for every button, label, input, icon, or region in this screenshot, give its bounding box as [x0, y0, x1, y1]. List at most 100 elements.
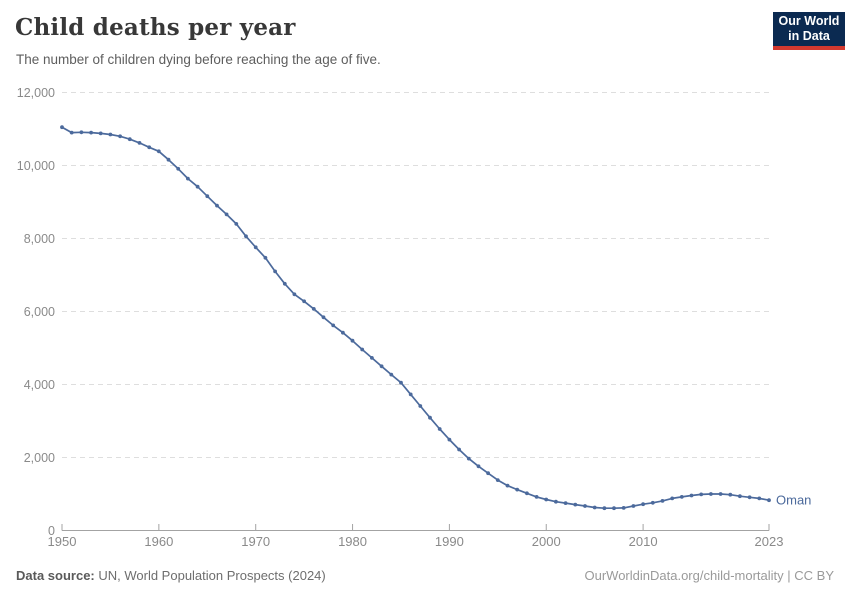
data-point[interactable]: [447, 437, 452, 442]
owid-logo-line1: Our World: [778, 14, 840, 28]
data-point[interactable]: [108, 132, 113, 137]
data-point[interactable]: [379, 364, 384, 369]
data-point[interactable]: [602, 506, 607, 511]
data-point[interactable]: [127, 137, 132, 142]
data-point[interactable]: [215, 203, 219, 208]
data-point[interactable]: [457, 447, 461, 452]
data-point[interactable]: [205, 194, 210, 199]
data-point[interactable]: [350, 338, 355, 343]
data-point[interactable]: [234, 222, 239, 226]
data-source-label: Data source:: [16, 568, 95, 583]
oman-line-series[interactable]: [61, 126, 770, 510]
data-point[interactable]: [60, 125, 64, 130]
data-point[interactable]: [505, 483, 510, 488]
data-point[interactable]: [321, 315, 326, 320]
owid-url-link[interactable]: OurWorldinData.org/child-mortality | CC …: [584, 568, 835, 583]
data-point[interactable]: [660, 499, 665, 503]
data-point[interactable]: [253, 245, 258, 250]
data-point[interactable]: [689, 493, 694, 498]
data-point[interactable]: [156, 149, 161, 154]
data-point[interactable]: [495, 478, 500, 482]
data-point[interactable]: [525, 491, 529, 496]
data-point[interactable]: [418, 404, 423, 408]
data-point[interactable]: [515, 487, 520, 492]
data-point[interactable]: [534, 495, 539, 499]
data-point[interactable]: [147, 145, 152, 150]
data-source-value: UN, World Population Prospects (2024): [94, 568, 326, 583]
data-point[interactable]: [767, 498, 771, 503]
y-tick-label: 10,000: [17, 159, 55, 173]
data-point[interactable]: [718, 492, 723, 496]
data-point[interactable]: [621, 506, 626, 510]
x-tick-label: 2023: [755, 534, 784, 549]
y-tick-label: 8,000: [24, 232, 55, 246]
data-point[interactable]: [408, 392, 413, 397]
x-tick-label: 1950: [48, 534, 77, 549]
data-point[interactable]: [738, 494, 742, 499]
owid-logo-line2: in Data: [788, 29, 830, 43]
data-point[interactable]: [389, 372, 394, 377]
data-point[interactable]: [709, 492, 713, 496]
x-tick-label: 1980: [338, 534, 367, 549]
data-point[interactable]: [583, 504, 587, 508]
data-point[interactable]: [292, 292, 297, 297]
data-point[interactable]: [302, 299, 306, 304]
x-tick-label: 1960: [144, 534, 173, 549]
data-point[interactable]: [641, 502, 645, 507]
data-point[interactable]: [176, 166, 181, 171]
data-point[interactable]: [757, 496, 762, 501]
data-point[interactable]: [437, 427, 442, 431]
y-tick-label: 2,000: [24, 451, 55, 465]
y-tick-label: 4,000: [24, 378, 55, 392]
data-point[interactable]: [166, 157, 171, 162]
series-label-oman[interactable]: Oman: [776, 493, 811, 508]
data-point[interactable]: [650, 500, 655, 505]
data-point[interactable]: [486, 471, 490, 476]
data-point[interactable]: [466, 456, 471, 461]
data-point[interactable]: [137, 141, 142, 145]
data-point[interactable]: [195, 184, 200, 189]
data-point[interactable]: [612, 506, 616, 511]
data-point[interactable]: [244, 234, 248, 239]
owid-logo[interactable]: Our World in Data: [773, 12, 845, 50]
data-point[interactable]: [186, 176, 190, 181]
data-point[interactable]: [224, 212, 229, 217]
page-title: Child deaths per year: [15, 14, 296, 41]
data-point[interactable]: [747, 495, 752, 500]
data-point[interactable]: [79, 130, 84, 135]
data-point[interactable]: [399, 380, 403, 385]
data-point[interactable]: [428, 415, 432, 420]
data-point[interactable]: [476, 464, 481, 469]
x-tick-label: 1970: [241, 534, 270, 549]
y-tick-label: 6,000: [24, 305, 55, 319]
data-point[interactable]: [670, 496, 675, 501]
data-point[interactable]: [728, 492, 733, 497]
data-source-text: Data source: UN, World Population Prospe…: [16, 568, 326, 583]
data-point[interactable]: [118, 134, 122, 139]
data-point[interactable]: [631, 504, 636, 508]
data-point[interactable]: [554, 499, 558, 504]
data-point[interactable]: [360, 347, 365, 352]
data-point[interactable]: [573, 502, 578, 507]
x-tick-label: 1990: [435, 534, 464, 549]
data-point[interactable]: [544, 497, 549, 502]
data-point[interactable]: [699, 492, 704, 497]
y-tick-label: 12,000: [17, 86, 55, 100]
data-point[interactable]: [282, 281, 287, 286]
data-point[interactable]: [311, 307, 316, 311]
chart-subtitle: The number of children dying before reac…: [16, 52, 381, 67]
data-point[interactable]: [69, 130, 74, 135]
data-point[interactable]: [331, 323, 336, 328]
data-point[interactable]: [341, 330, 345, 335]
x-tick-label: 2000: [532, 534, 561, 549]
data-point[interactable]: [679, 495, 684, 499]
data-point[interactable]: [89, 130, 93, 135]
data-point[interactable]: [592, 505, 597, 510]
data-point[interactable]: [98, 131, 103, 136]
data-point[interactable]: [370, 356, 374, 360]
data-point[interactable]: [263, 255, 268, 260]
data-point[interactable]: [563, 501, 568, 505]
data-point[interactable]: [273, 269, 277, 274]
